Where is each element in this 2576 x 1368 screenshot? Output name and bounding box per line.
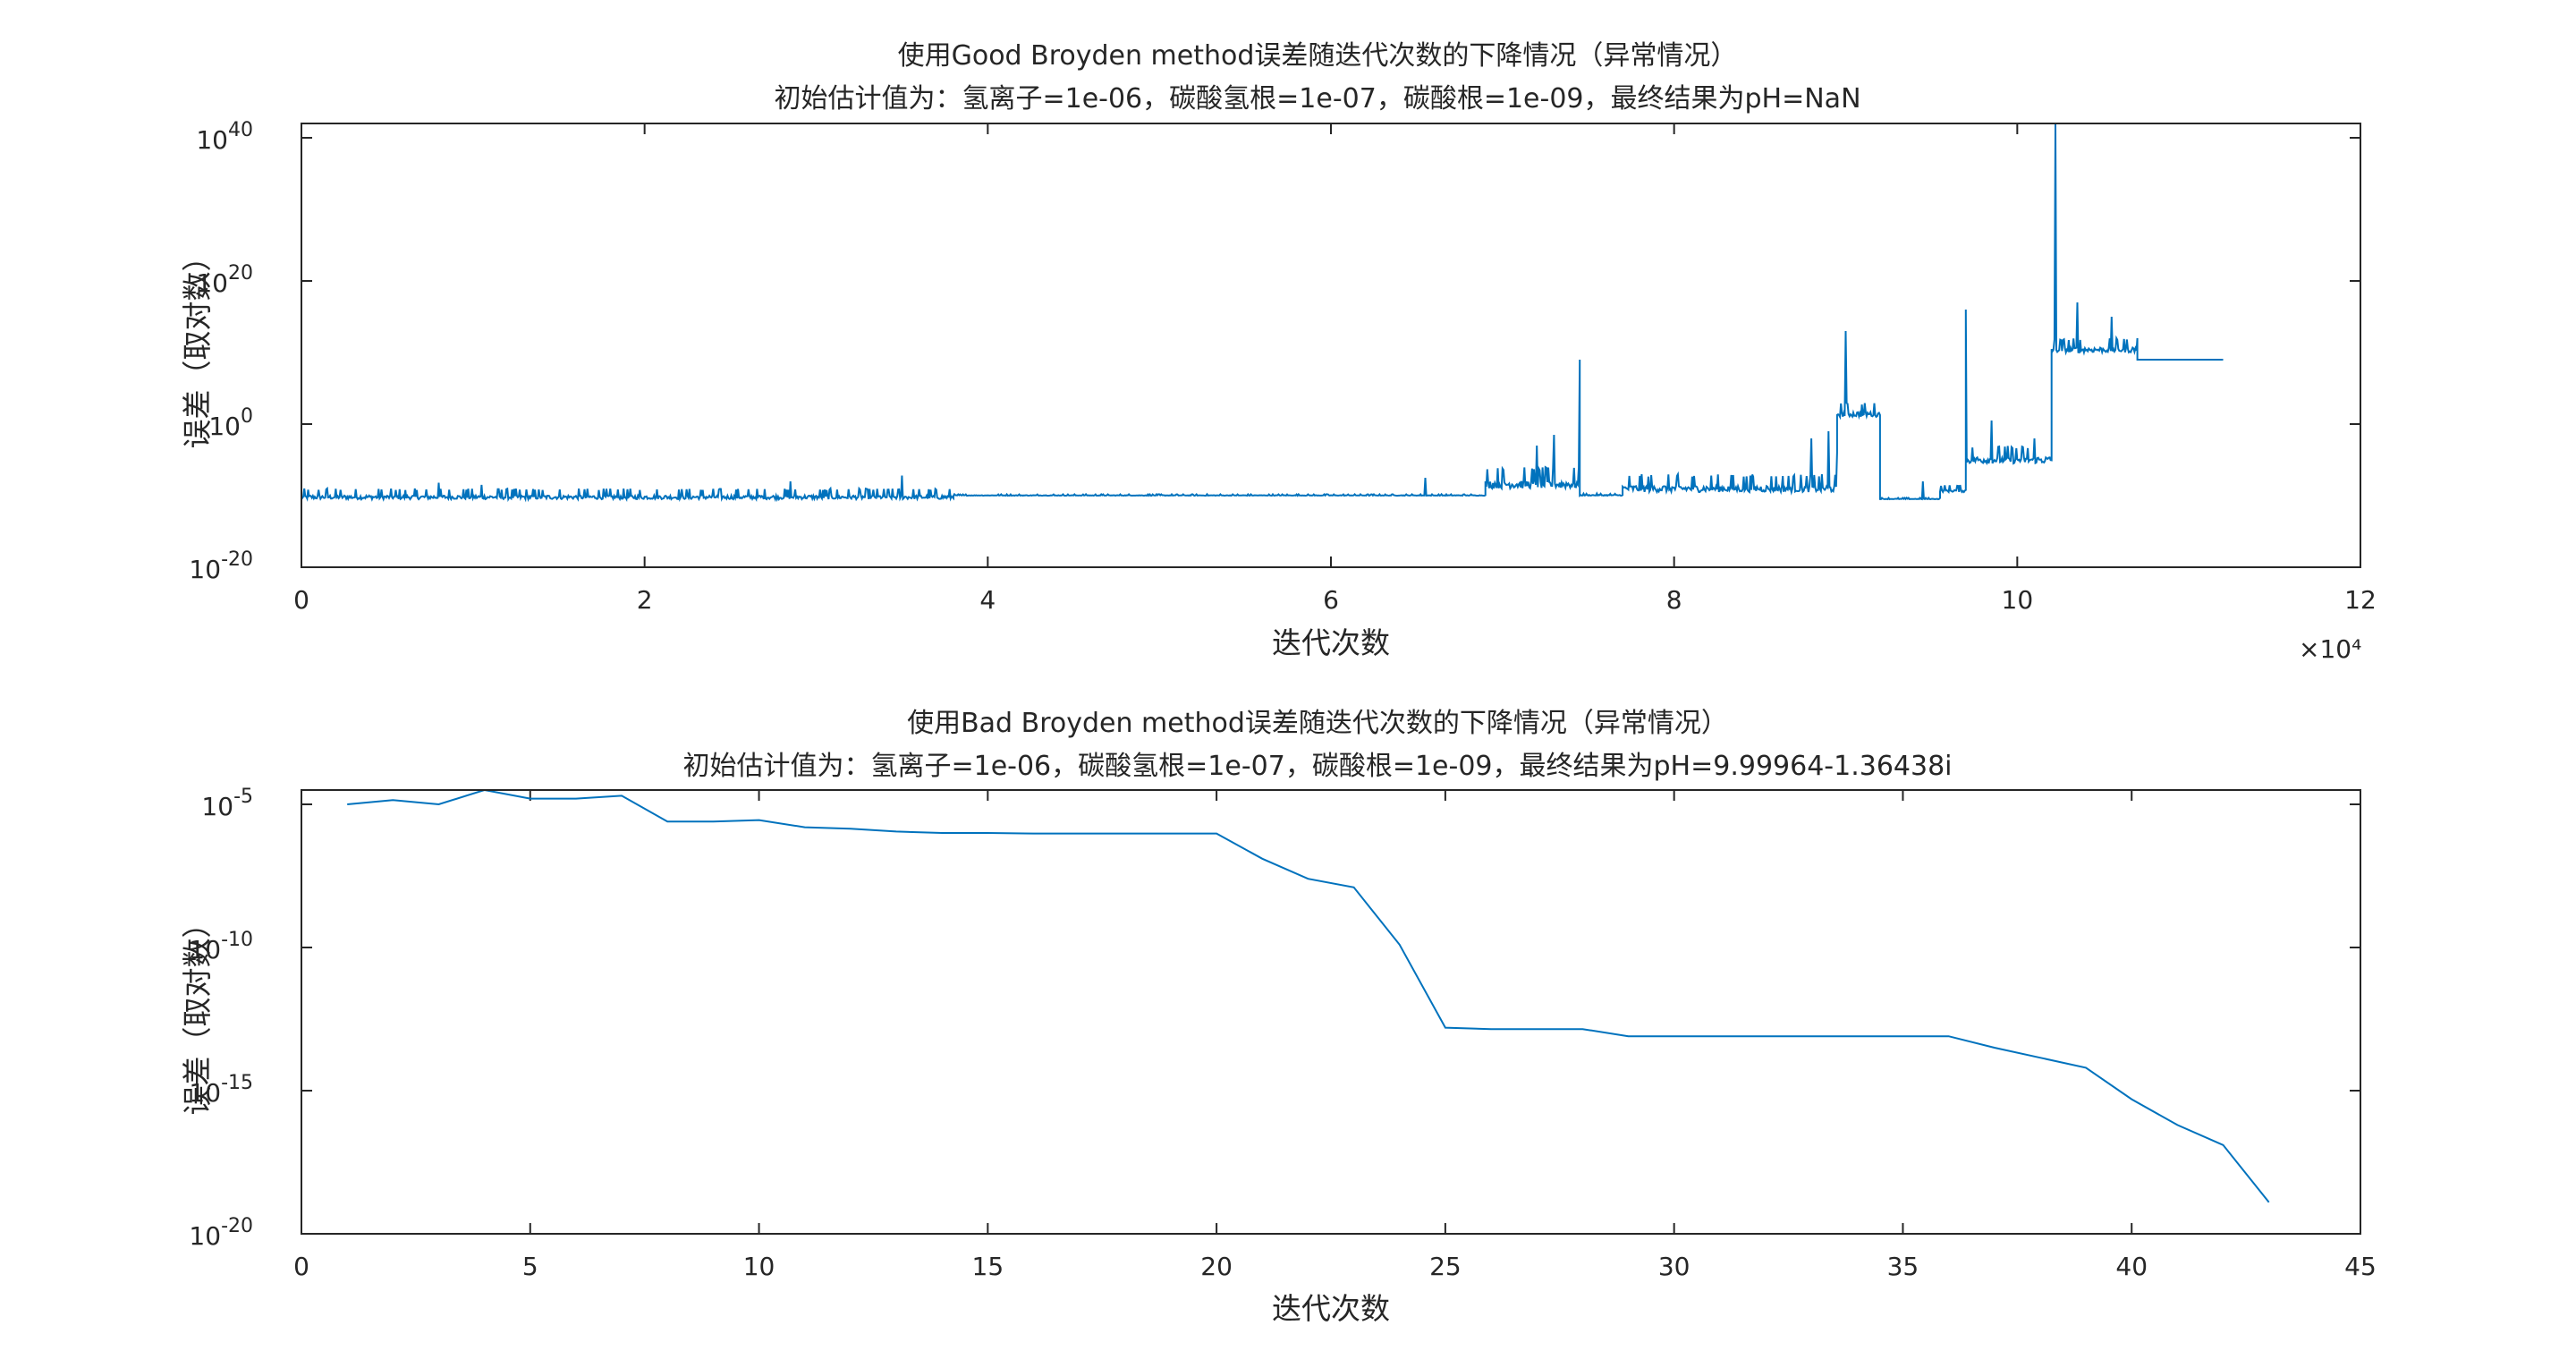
x-tick-label: 0: [293, 1252, 309, 1281]
y-axis-label: 误差（取对数）: [180, 909, 215, 1116]
y-tick-label: 10-20: [189, 548, 253, 584]
y-tick-base: 10: [196, 125, 228, 155]
x-tick-labels: 0 2 4 6 8 10 12: [293, 585, 2377, 615]
y-tick-label: 10-15: [189, 1072, 253, 1108]
y-tick-exponent: 40: [228, 119, 253, 141]
x-tick-label: 12: [2344, 585, 2377, 615]
y-tick-exponent: 20: [228, 262, 253, 285]
x-tick-label: 8: [1666, 585, 1682, 615]
x-tick-label: 4: [979, 585, 996, 615]
x-tick-label: 6: [1323, 585, 1339, 615]
plot-area: [347, 790, 2270, 1203]
plot-area: [301, 123, 2224, 503]
chart-good-broyden: 使用Good Broyden method误差随迭代次数的下降情况（异常情况） …: [180, 40, 2377, 664]
x-tick-label: 40: [2115, 1252, 2148, 1281]
y-tick-exponent: -10: [221, 929, 253, 951]
x-tick-label: 25: [1429, 1252, 1462, 1281]
y-axis-label: 误差（取对数）: [180, 242, 215, 449]
x-axis-label: 迭代次数: [1272, 625, 1390, 660]
x-axis-label: 迭代次数: [1272, 1291, 1390, 1326]
x-tick-labels: 0 5 10 15 20 25 30 35 40 45: [293, 1252, 2377, 1281]
y-tick-base: 10: [189, 935, 221, 964]
x-tick-label: 10: [2002, 585, 2034, 615]
x-tick-label: 20: [1200, 1252, 1233, 1281]
axes-box: [301, 123, 2361, 568]
x-tick-label: 15: [972, 1252, 1004, 1281]
y-tick-exponent: -15: [221, 1072, 253, 1094]
y-tick-base: 10: [189, 1078, 221, 1108]
y-tick-base: 10: [208, 412, 241, 441]
series-line: [347, 790, 2270, 1203]
y-tick-label: 10-20: [189, 1215, 253, 1251]
x-tick-label: 2: [637, 585, 653, 615]
y-tick-label: 1020: [196, 262, 253, 298]
chart-title: 使用Bad Broyden method误差随迭代次数的下降情况（异常情况）: [907, 708, 1728, 739]
x-tick-label: 5: [522, 1252, 538, 1281]
y-tick-label: 10-10: [189, 929, 253, 964]
y-tick-label: 1040: [196, 119, 253, 155]
chart-subtitle: 初始估计值为：氢离子=1e-06，碳酸氢根=1e-07，碳酸根=1e-09，最终…: [682, 751, 1952, 782]
x-tick-label: 45: [2344, 1252, 2377, 1281]
y-tick-label: 100: [208, 405, 253, 441]
plot-background: [301, 790, 2360, 1234]
y-tick-exponent: -5: [233, 786, 253, 808]
plot-background: [301, 123, 2360, 567]
x-tick-label: 0: [293, 585, 309, 615]
chart-title: 使用Good Broyden method误差随迭代次数的下降情况（异常情况）: [898, 40, 1738, 72]
chart-bad-broyden: 使用Bad Broyden method误差随迭代次数的下降情况（异常情况） 初…: [180, 708, 2377, 1326]
y-tick-base: 10: [201, 792, 233, 821]
axes-box: [301, 789, 2361, 1235]
series-line: [301, 123, 2224, 503]
y-tick-base: 10: [196, 268, 228, 298]
y-tick-base: 10: [189, 1221, 221, 1251]
x-scale-multiplier: ×10⁴: [2299, 634, 2361, 664]
y-tick-exponent: -20: [221, 548, 253, 571]
y-tick-label: 10-5: [201, 786, 253, 821]
x-tick-label: 10: [743, 1252, 775, 1281]
y-tick-exponent: 0: [241, 405, 253, 428]
y-tick-base: 10: [189, 555, 221, 584]
x-tick-label: 35: [1887, 1252, 1919, 1281]
x-tick-label: 30: [1658, 1252, 1690, 1281]
chart-subtitle: 初始估计值为：氢离子=1e-06，碳酸氢根=1e-07，碳酸根=1e-09，最终…: [774, 83, 1860, 115]
y-tick-exponent: -20: [221, 1215, 253, 1237]
